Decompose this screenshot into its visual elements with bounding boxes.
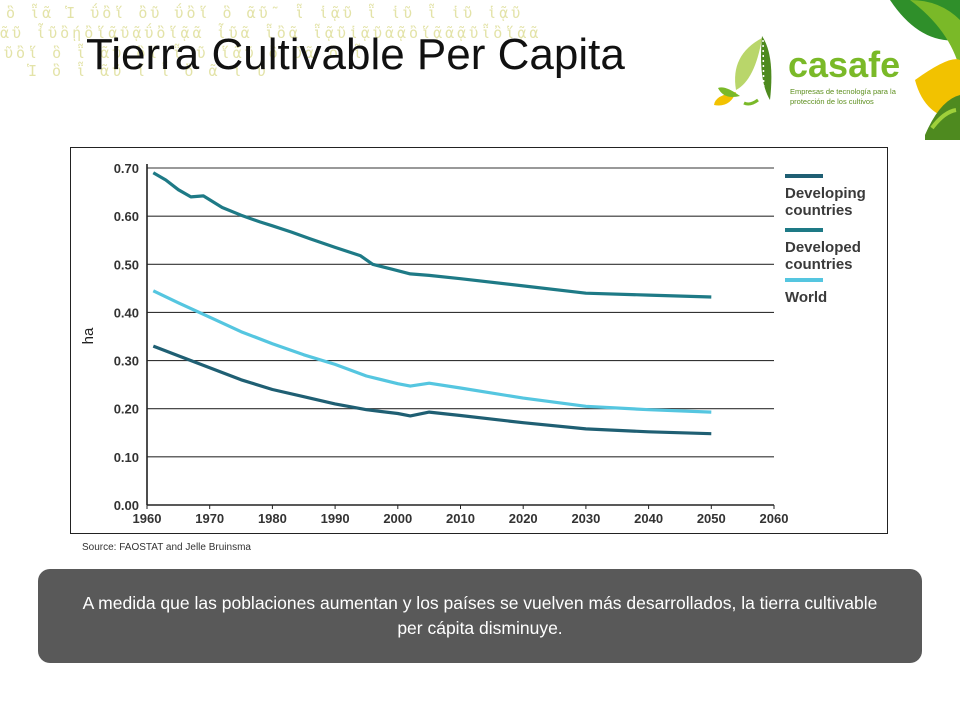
glyph-row: ῦὂἵ ὃ ῗ ᾶῦ ὂἵ ῗ ῦ ἵᾶῦ ὂ ῦᾶ ὃ ῗ — [4, 44, 365, 62]
line-chart: 0.00 0.10 0.20 0.30 0.40 0.50 0.60 0.70 1960 197… — [70, 147, 888, 534]
source-note: Source: FAOSTAT and Jelle Bruinsma — [82, 542, 251, 553]
x-tick-label: 2060 — [760, 511, 789, 526]
x-tick-label: 1970 — [195, 511, 224, 526]
glyph-row: ὃ ῗᾶ Ἱ ΰὂἵ ὂῦ ΰὂἵ ὃ ᾶῦ῀ ῗ ἱᾷῦ ῗ ἱῦ ῗ ἱῦ … — [6, 4, 524, 22]
y-tick-label: 0.10 — [114, 450, 139, 465]
y-tick-label: 0.30 — [114, 354, 139, 369]
x-axis: 1960 1970 1980 1990 2000 2010 2020 2030 2040 2050… — [133, 505, 789, 526]
x-tick-label: 2020 — [509, 511, 538, 526]
callout-box: A medida que las poblaciones aumentan y … — [38, 569, 922, 663]
x-tick-label: 2000 — [383, 511, 412, 526]
y-tick-label: 0.70 — [114, 161, 139, 176]
x-tick-label: 1980 — [258, 511, 287, 526]
chart-svg: 0.00 0.10 0.20 0.30 0.40 0.50 0.60 0.70 1960 197… — [80, 161, 866, 526]
glyph-row: Ἱ ὃ ῗ ᾶῦ ἵ ῗ ὂ ᾶ ἱ ῦ — [28, 62, 269, 80]
y-tick-label: 0.40 — [114, 305, 139, 320]
legend-label: Developing countries — [785, 185, 866, 219]
leaf-logo-icon — [714, 0, 960, 140]
background-glyph-pattern: ὃ ῗᾶ Ἱ ΰὂἵ ὂῦ ΰὂἵ ὃ ᾶῦ῀ ῗ ἱᾷῦ ῗ ἱῦ ῗ ἱῦ … — [0, 0, 720, 80]
logo-tagline: Empresas de tecnología para la protecció… — [790, 87, 896, 106]
series-line-developing-countries — [152, 344, 712, 436]
series-line-developed-countries — [152, 171, 712, 299]
x-tick-label: 2040 — [634, 511, 663, 526]
page-title: Tierra Cultivable Per Capita — [86, 30, 625, 79]
y-tick-label: 0.20 — [114, 402, 139, 417]
x-tick-label: 2030 — [571, 511, 600, 526]
chart-grid — [147, 167, 774, 506]
x-tick-label: 2050 — [697, 511, 726, 526]
y-axis: 0.00 0.10 0.20 0.30 0.40 0.50 0.60 0.70 — [114, 161, 148, 513]
callout-text: A medida que las poblaciones aumentan y … — [82, 593, 878, 638]
x-tick-label: 1990 — [321, 511, 350, 526]
legend-label: World — [785, 289, 827, 306]
y-tick-label: 0.50 — [114, 257, 139, 272]
logo-brand: casafe — [788, 44, 901, 85]
chart-legend: Developing countries Developed countries Wor… — [785, 174, 866, 306]
y-tick-label: 0.00 — [114, 498, 139, 513]
x-tick-label: 1960 — [133, 511, 162, 526]
y-axis-label: ha — [80, 327, 97, 344]
glyph-row: ᾶῦ ἶῦὂῄὂἵᾶῦᾷΰὂἵᾷᾶ ἶῦᾶ ῗὂᾶ ῗᾷῦἱᾷῦᾶᾷὂἵᾷᾶᾷῦ… — [0, 24, 542, 42]
legend-label: Developed countries — [785, 239, 861, 273]
chart-series — [152, 171, 712, 436]
casafe-logo: casafe Empresas de tecnología para la pr… — [700, 0, 960, 140]
series-line-world — [152, 289, 712, 414]
y-tick-label: 0.60 — [114, 209, 139, 224]
x-tick-label: 2010 — [446, 511, 475, 526]
